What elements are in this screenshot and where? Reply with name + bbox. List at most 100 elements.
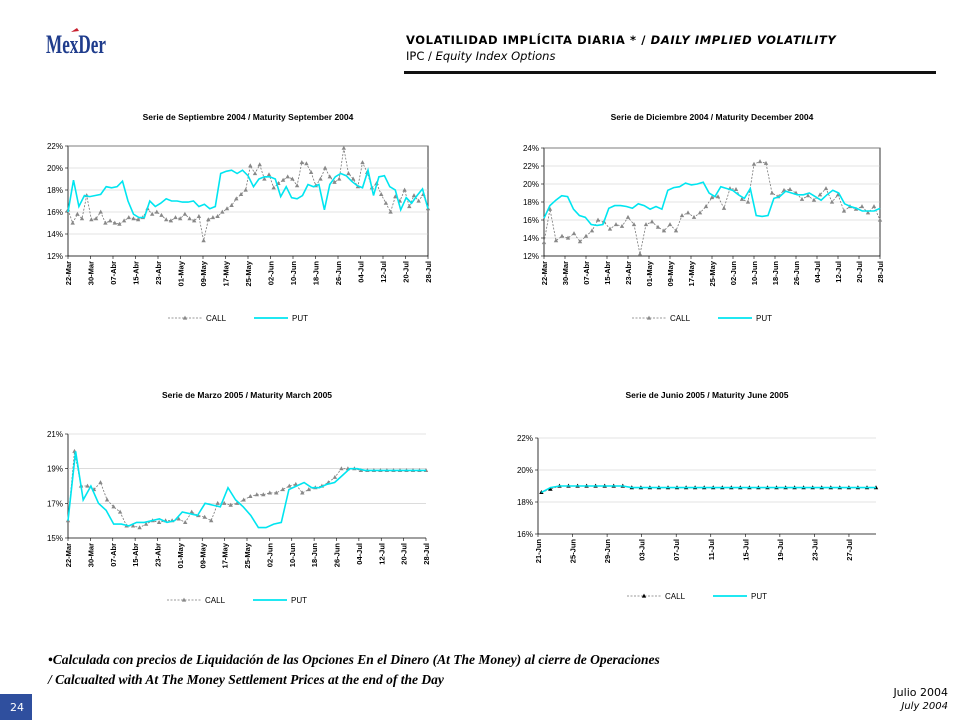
y-tick-label: 18% [523, 198, 539, 207]
call-data-point [98, 480, 103, 485]
call-data-point [411, 193, 417, 198]
call-data-point [757, 159, 763, 164]
call-data-point [332, 179, 337, 184]
call-data-point [261, 492, 266, 497]
call-data-point [150, 211, 155, 216]
call-data-point [126, 215, 131, 220]
x-tick-label: 25-Jun [569, 539, 578, 564]
subtitle-en: Equity Index Options [435, 49, 556, 63]
x-tick-label: 28-Jul [424, 261, 433, 283]
call-data-point [751, 161, 757, 166]
call-data-point [691, 214, 697, 219]
call-data-point [787, 187, 793, 191]
call-data-point [559, 233, 565, 238]
call-data-point [595, 217, 601, 222]
y-tick-label: 16% [47, 208, 63, 217]
call-data-point [243, 187, 248, 192]
x-tick-label: 20-Jul [402, 261, 411, 283]
x-tick-label: 04-Jul [357, 261, 366, 283]
call-data-point [351, 176, 356, 181]
call-data-point [332, 474, 338, 479]
put-series-line [543, 181, 881, 227]
put-series-line [67, 451, 426, 529]
call-data-point [625, 214, 631, 219]
call-data-point [763, 160, 769, 165]
x-tick-label: 23-Jul [810, 539, 819, 561]
call-data-point [164, 217, 169, 222]
call-data-point [667, 222, 673, 227]
call-data-point [841, 208, 847, 213]
call-data-point [679, 213, 685, 218]
legend-call-marker [182, 315, 188, 320]
call-data-point [210, 215, 216, 220]
call-data-point [300, 490, 305, 495]
call-data-point [721, 205, 727, 210]
call-data-point [196, 214, 202, 218]
call-data-point [865, 210, 871, 215]
x-tick-label: 22-Mar [64, 543, 73, 567]
call-data-point [79, 216, 85, 221]
x-tick-label: 25-May [708, 260, 717, 286]
x-tick-label: 15-Jul [741, 539, 750, 561]
x-tick-label: 10-Jun [288, 543, 297, 568]
call-data-point [541, 240, 547, 245]
y-tick-label: 16% [517, 530, 533, 539]
chart-september-2004: Serie de Septiembre 2004 / Maturity Sept… [47, 112, 433, 323]
call-data-point [829, 199, 835, 204]
call-data-point [547, 206, 553, 211]
x-tick-label: 30-Mar [87, 261, 96, 285]
call-data-point [121, 218, 127, 223]
x-tick-label: 18-Jun [771, 261, 780, 286]
call-data-point [183, 520, 188, 524]
y-tick-label: 14% [523, 234, 539, 243]
call-data-point [341, 145, 346, 150]
x-tick-label: 26-Jun [333, 543, 342, 568]
call-data-point [130, 523, 136, 528]
footnote: •Calculada con precios de Liquidación de… [48, 650, 908, 690]
call-data-point [871, 204, 877, 209]
call-data-point [859, 204, 865, 209]
x-tick-label: 04-Jul [355, 543, 364, 565]
x-tick-label: 17-May [687, 260, 696, 286]
mexder-logo: MexDer [46, 28, 106, 59]
call-data-point [799, 196, 805, 201]
x-tick-label: 02-Jun [265, 543, 274, 568]
x-tick-label: 22-Mar [540, 261, 549, 285]
page-number-badge: 24 [0, 694, 32, 720]
chart-december-2004: Serie de Diciembre 2004 / Maturity Decem… [523, 112, 885, 323]
y-tick-label: 12% [523, 252, 539, 261]
call-data-point [107, 218, 113, 223]
chart-march-2005: Serie de Marzo 2005 / Maturity March 200… [47, 390, 431, 605]
x-tick-label: 07-Abr [582, 261, 591, 285]
legend-call-marker [641, 593, 647, 598]
x-tick-label: 20-Jul [855, 261, 864, 283]
call-data-point [308, 170, 314, 174]
call-data-point [294, 183, 300, 188]
call-data-point [257, 162, 262, 167]
call-data-point [299, 160, 304, 165]
header-rule [404, 71, 936, 74]
page-subtitle: IPC / Equity Index Options [406, 49, 555, 63]
page-title: VOLATILIDAD IMPLÍCITA DIARIA * / DAILY I… [406, 33, 836, 47]
x-tick-label: 22-Mar [64, 261, 73, 285]
call-series-line [67, 148, 429, 241]
legend-call-label: CALL [670, 314, 691, 323]
call-data-point [111, 504, 116, 509]
call-data-point [280, 487, 285, 492]
legend-call-label: CALL [206, 314, 227, 323]
x-tick-label: 04-Jul [813, 261, 822, 283]
y-tick-label: 18% [47, 186, 63, 195]
call-data-point [565, 235, 571, 240]
call-data-point [187, 216, 192, 221]
call-data-point [619, 223, 625, 228]
call-data-point [322, 165, 328, 170]
call-data-point [75, 211, 80, 216]
x-tick-label: 21-Jun [534, 539, 543, 564]
y-tick-label: 17% [47, 499, 63, 508]
x-tick-label: 10-Jun [289, 261, 298, 286]
legend-put-label: PUT [756, 314, 772, 323]
call-data-point [104, 497, 110, 502]
logo-accent-icon [71, 28, 79, 32]
call-data-point [70, 220, 75, 225]
chart-title: Serie de Marzo 2005 / Maturity March 200… [162, 390, 332, 400]
